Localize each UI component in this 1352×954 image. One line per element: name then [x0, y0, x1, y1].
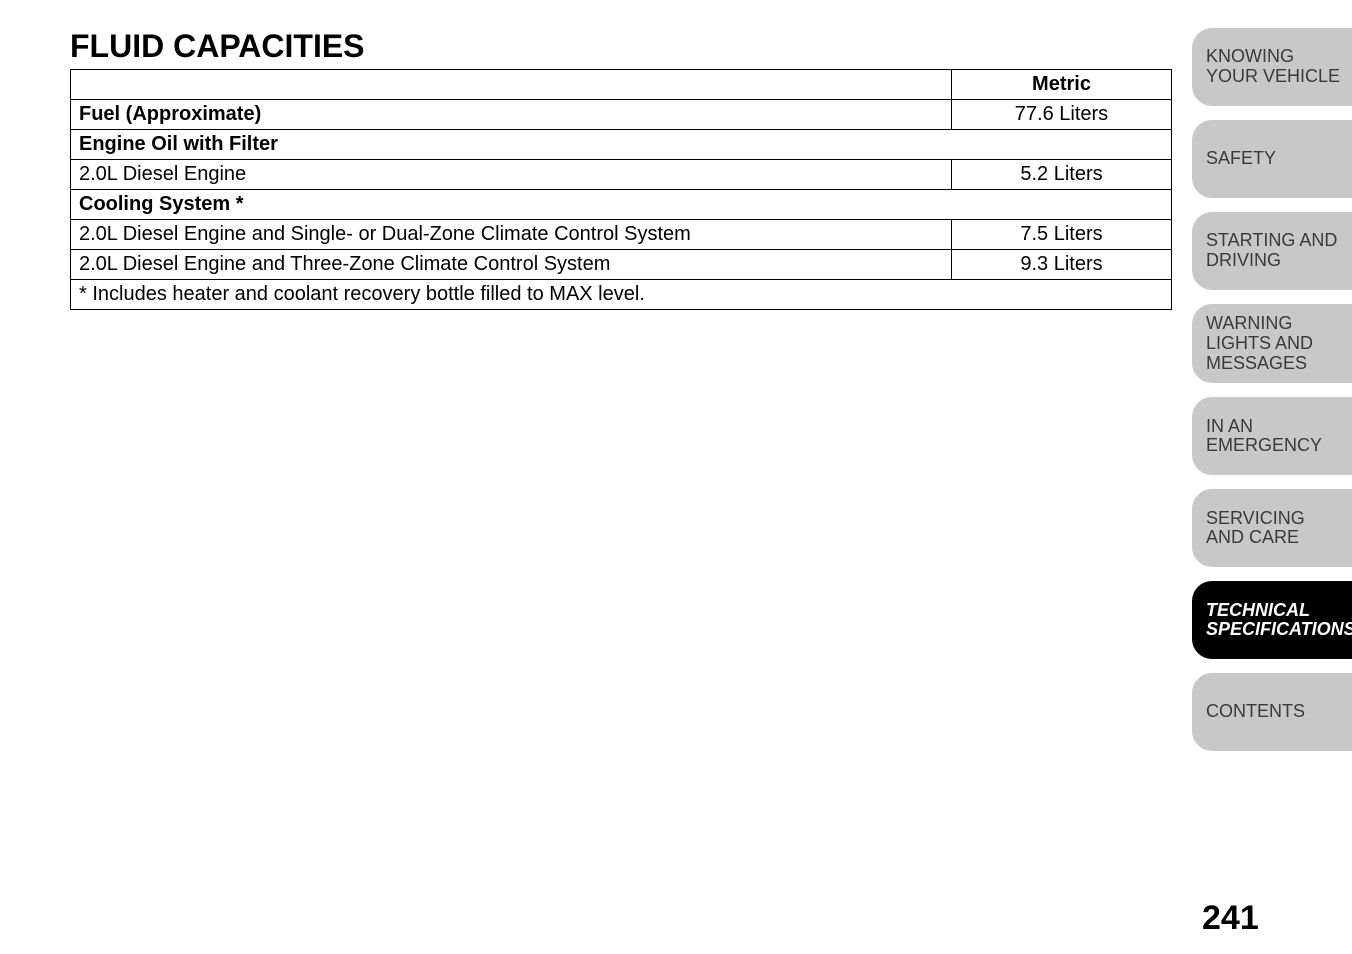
- main-content: FLUID CAPACITIES Metric Fuel (Approximat…: [0, 0, 1192, 954]
- row-value: 9.3 Liters: [952, 250, 1172, 280]
- tab-warning-lights-and-messages[interactable]: WARNING LIGHTS AND MESSAGES: [1192, 304, 1352, 383]
- tab-label: KNOWING YOUR VEHICLE: [1206, 47, 1342, 87]
- side-tabs: KNOWING YOUR VEHICLE SAFETY STARTING AND…: [1192, 0, 1352, 954]
- row-label: 2.0L Diesel Engine and Single- or Dual-Z…: [71, 220, 952, 250]
- fluid-capacities-table: Metric Fuel (Approximate) 77.6 Liters En…: [70, 69, 1172, 310]
- tab-label: STARTING AND DRIVING: [1206, 231, 1342, 271]
- tab-technical-specifications[interactable]: TECHNICAL SPECIFICATIONS: [1192, 581, 1352, 659]
- tab-label: CONTENTS: [1206, 702, 1305, 722]
- tab-safety[interactable]: SAFETY: [1192, 120, 1352, 198]
- tab-servicing-and-care[interactable]: SERVICING AND CARE: [1192, 489, 1352, 567]
- tab-label: IN AN EMERGENCY: [1206, 417, 1342, 457]
- row-value: 7.5 Liters: [952, 220, 1172, 250]
- tab-label: SAFETY: [1206, 149, 1276, 169]
- row-label: Engine Oil with Filter: [71, 130, 1172, 160]
- page-number: 241: [1202, 899, 1259, 938]
- tab-contents[interactable]: CONTENTS: [1192, 673, 1352, 751]
- table-header-empty: [71, 70, 952, 100]
- tab-knowing-your-vehicle[interactable]: KNOWING YOUR VEHICLE: [1192, 28, 1352, 106]
- tab-label: TECHNICAL SPECIFICATIONS: [1206, 601, 1352, 641]
- table-footnote: * Includes heater and coolant recovery b…: [71, 280, 1172, 310]
- row-label: Cooling System *: [71, 190, 1172, 220]
- tab-in-an-emergency[interactable]: IN AN EMERGENCY: [1192, 397, 1352, 475]
- row-label: 2.0L Diesel Engine and Three-Zone Climat…: [71, 250, 952, 280]
- page-title: FLUID CAPACITIES: [70, 28, 1172, 65]
- row-label: Fuel (Approximate): [71, 100, 952, 130]
- tab-label: SERVICING AND CARE: [1206, 509, 1342, 549]
- tab-starting-and-driving[interactable]: STARTING AND DRIVING: [1192, 212, 1352, 290]
- row-value: 77.6 Liters: [952, 100, 1172, 130]
- row-label: 2.0L Diesel Engine: [71, 160, 952, 190]
- table-header-metric: Metric: [952, 70, 1172, 100]
- row-value: 5.2 Liters: [952, 160, 1172, 190]
- tab-label: WARNING LIGHTS AND MESSAGES: [1206, 314, 1342, 373]
